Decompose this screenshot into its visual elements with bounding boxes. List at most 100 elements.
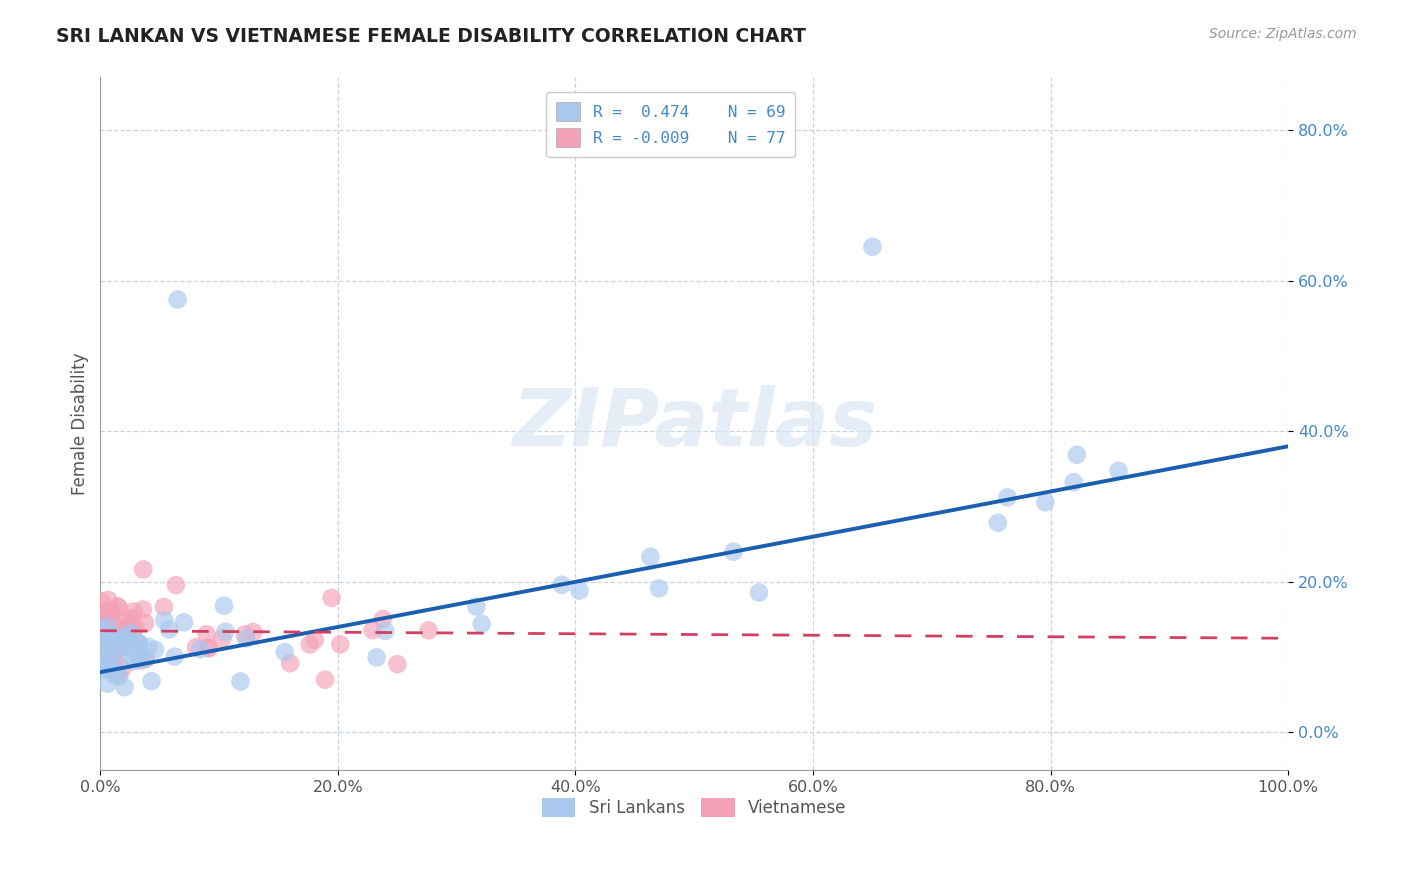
Point <box>91 643 114 657</box>
Text: SRI LANKAN VS VIETNAMESE FEMALE DISABILITY CORRELATION CHART: SRI LANKAN VS VIETNAMESE FEMALE DISABILI… <box>56 27 806 45</box>
Point <box>129 653 152 667</box>
Point <box>995 491 1018 505</box>
Point <box>91 622 114 636</box>
Point <box>127 637 149 651</box>
Point <box>188 642 211 657</box>
Point <box>104 630 127 644</box>
Point <box>97 639 120 653</box>
Point <box>104 668 127 682</box>
Point <box>96 605 118 619</box>
Point <box>107 668 129 682</box>
Point <box>94 640 117 655</box>
Point <box>748 585 770 599</box>
Point <box>98 607 121 622</box>
Point <box>98 637 121 651</box>
Point <box>274 645 297 659</box>
Text: ZIPatlas: ZIPatlas <box>512 384 877 463</box>
Point <box>94 632 117 647</box>
Point <box>101 663 124 677</box>
Point <box>96 676 118 690</box>
Point <box>98 628 121 642</box>
Point <box>93 655 115 669</box>
Point <box>114 680 136 694</box>
Point <box>465 599 488 614</box>
Point <box>153 599 176 614</box>
Point <box>128 637 150 651</box>
Point <box>166 293 188 307</box>
Point <box>108 625 131 640</box>
Point <box>132 602 155 616</box>
Point <box>112 640 135 654</box>
Point <box>120 639 142 653</box>
Point <box>107 600 129 615</box>
Point <box>229 674 252 689</box>
Point <box>195 627 218 641</box>
Point <box>114 630 136 644</box>
Point <box>278 657 301 671</box>
Point <box>97 593 120 607</box>
Point <box>94 620 117 634</box>
Point <box>108 669 131 683</box>
Text: Source: ZipAtlas.com: Source: ZipAtlas.com <box>1209 27 1357 41</box>
Point <box>173 615 195 630</box>
Point <box>118 624 141 638</box>
Y-axis label: Female Disability: Female Disability <box>72 352 89 495</box>
Point <box>98 649 121 664</box>
Point <box>1033 495 1056 509</box>
Point <box>97 606 120 620</box>
Point <box>387 657 409 672</box>
Point <box>90 655 112 669</box>
Point <box>94 657 117 672</box>
Point <box>304 632 326 647</box>
Point <box>110 620 132 634</box>
Point <box>212 599 235 613</box>
Point <box>98 607 121 622</box>
Point <box>111 661 134 675</box>
Point <box>329 637 352 651</box>
Point <box>118 623 141 637</box>
Point <box>135 652 157 666</box>
Point <box>90 610 112 624</box>
Point <box>96 642 118 657</box>
Point <box>163 649 186 664</box>
Point <box>141 674 163 689</box>
Point <box>125 620 148 634</box>
Point <box>97 629 120 643</box>
Point <box>91 621 114 635</box>
Point <box>108 632 131 647</box>
Point <box>104 629 127 643</box>
Point <box>128 636 150 650</box>
Point <box>93 620 115 634</box>
Point <box>98 637 121 651</box>
Point <box>96 652 118 666</box>
Point <box>97 620 120 634</box>
Point <box>1108 464 1130 478</box>
Point <box>90 594 112 608</box>
Point <box>298 638 321 652</box>
Point <box>122 604 145 618</box>
Point <box>112 634 135 648</box>
Point <box>91 618 114 632</box>
Point <box>120 625 142 640</box>
Point <box>90 639 112 653</box>
Point <box>321 591 343 605</box>
Point <box>91 662 114 676</box>
Point <box>103 634 125 648</box>
Point <box>97 613 120 627</box>
Point <box>640 549 662 564</box>
Point <box>128 652 150 666</box>
Point <box>197 640 219 655</box>
Point <box>134 651 156 665</box>
Point <box>314 673 336 687</box>
Point <box>242 624 264 639</box>
Point <box>136 640 159 654</box>
Point <box>115 637 138 651</box>
Point <box>1063 475 1085 490</box>
Legend: Sri Lankans, Vietnamese: Sri Lankans, Vietnamese <box>536 791 853 824</box>
Point <box>118 638 141 652</box>
Point <box>104 663 127 677</box>
Point <box>97 610 120 624</box>
Point <box>371 612 394 626</box>
Point <box>107 599 129 614</box>
Point <box>120 611 142 625</box>
